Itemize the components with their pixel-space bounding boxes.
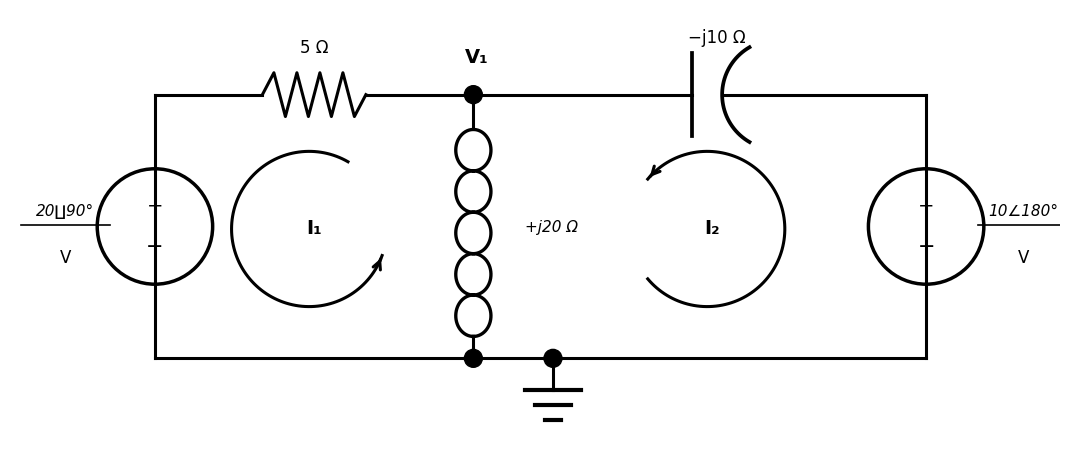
Text: I₁: I₁ [307, 220, 322, 238]
Text: V: V [60, 249, 71, 267]
Text: V₁: V₁ [464, 48, 488, 67]
Text: I₂: I₂ [704, 220, 720, 238]
Text: +: + [918, 197, 934, 216]
Text: V: V [1018, 249, 1030, 267]
Text: 20∐90°: 20∐90° [36, 204, 95, 219]
Text: −: − [917, 238, 935, 257]
Text: +j20 Ω: +j20 Ω [525, 220, 578, 235]
Circle shape [544, 349, 562, 367]
Text: 10∠180°: 10∠180° [988, 204, 1059, 219]
Text: −j10 Ω: −j10 Ω [688, 29, 746, 47]
Text: +: + [147, 197, 163, 216]
Text: 5 Ω: 5 Ω [300, 39, 328, 57]
Text: −: − [146, 238, 164, 257]
Circle shape [464, 86, 482, 104]
Circle shape [464, 349, 482, 367]
